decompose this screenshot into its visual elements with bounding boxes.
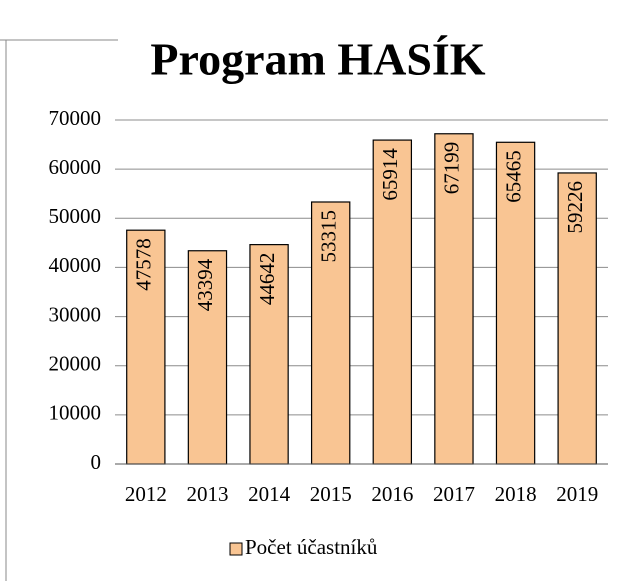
data-label: 43394 bbox=[193, 258, 217, 311]
y-tick-label: 30000 bbox=[49, 302, 102, 326]
chart-title: Program HASÍK bbox=[150, 34, 485, 85]
y-tick-label: 40000 bbox=[49, 253, 102, 277]
y-tick-label: 10000 bbox=[49, 401, 102, 425]
legend-swatch bbox=[229, 542, 243, 556]
bar bbox=[495, 141, 536, 465]
y-tick-label: 20000 bbox=[49, 352, 102, 376]
data-label: 65914 bbox=[378, 148, 402, 201]
data-label: 53315 bbox=[317, 210, 341, 263]
x-tick-label: 2018 bbox=[495, 482, 537, 506]
data-label: 67199 bbox=[440, 142, 464, 195]
y-tick-label: 0 bbox=[91, 450, 102, 474]
x-tick-label: 2015 bbox=[310, 482, 352, 506]
x-tick-label: 2013 bbox=[186, 482, 228, 506]
legend-label: Počet účastníků bbox=[245, 535, 378, 559]
x-tick-label: 2019 bbox=[556, 482, 598, 506]
bar bbox=[249, 244, 289, 465]
bar bbox=[372, 139, 413, 465]
y-tick-label: 70000 bbox=[49, 106, 102, 130]
x-tick-label: 2017 bbox=[433, 482, 475, 506]
data-label: 65465 bbox=[501, 150, 525, 203]
y-tick-label: 60000 bbox=[49, 155, 102, 179]
x-tick-label: 2016 bbox=[371, 482, 413, 506]
y-tick-label: 50000 bbox=[49, 204, 102, 228]
bar bbox=[557, 172, 597, 465]
data-label: 47578 bbox=[132, 238, 156, 291]
x-tick-label: 2012 bbox=[125, 482, 167, 506]
data-label: 59226 bbox=[563, 181, 587, 234]
x-tick-label: 2014 bbox=[248, 482, 291, 506]
bar bbox=[126, 229, 166, 465]
data-label: 44642 bbox=[255, 253, 279, 306]
